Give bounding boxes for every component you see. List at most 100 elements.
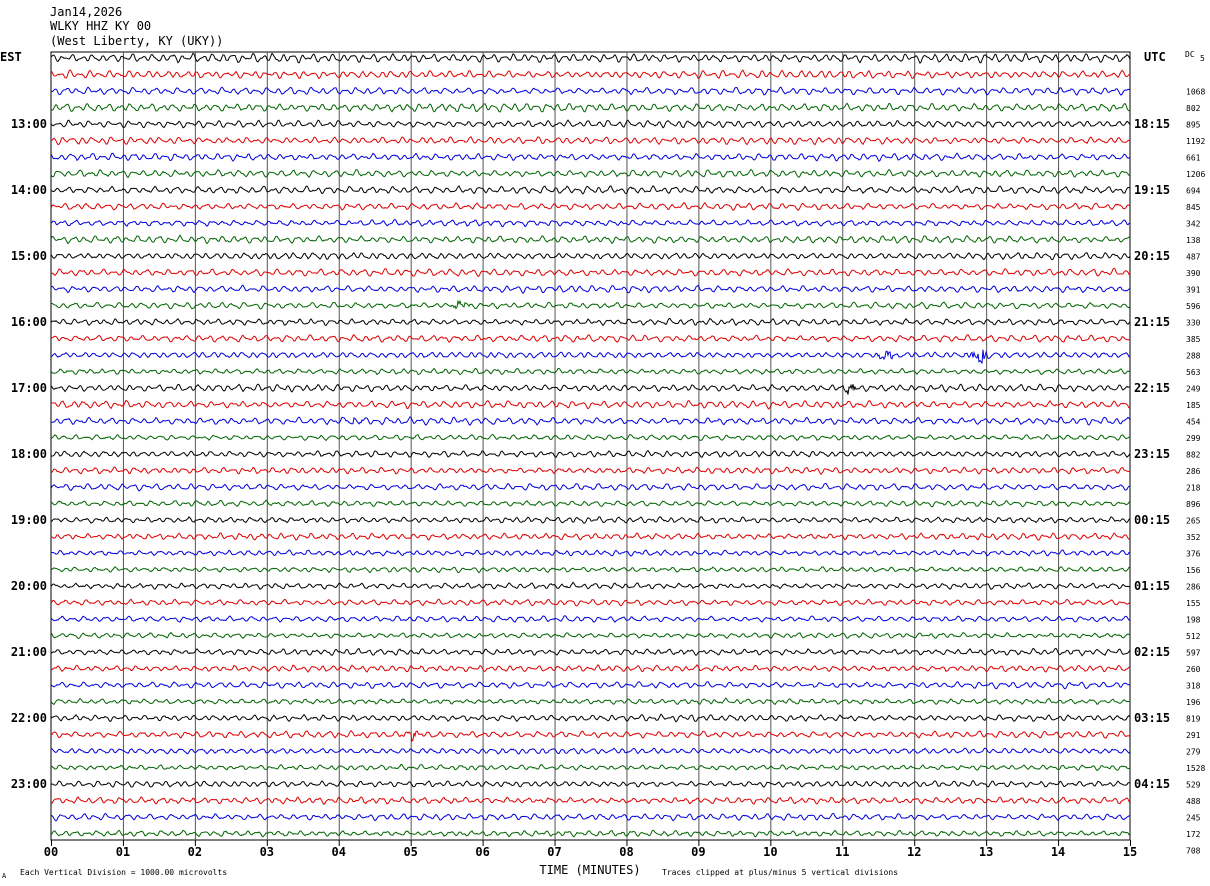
trace-row-8: [50, 185, 1131, 195]
dc-value: 1068: [1186, 88, 1205, 97]
trace-row-24: [50, 449, 1131, 459]
trace-row-46: [50, 812, 1131, 822]
dc-value: 279: [1186, 748, 1201, 757]
dc-value: 352: [1186, 533, 1201, 542]
trace-row-42: [50, 747, 1131, 755]
dc-value: 185: [1186, 401, 1201, 410]
trace-row-5: [50, 136, 1131, 146]
x-tick-label: 07: [547, 845, 561, 859]
corner-mark: A: [2, 872, 7, 880]
dc-value: 390: [1186, 269, 1201, 278]
trace-row-6: [50, 152, 1131, 163]
dc-value: 391: [1186, 286, 1201, 295]
trace-row-7: [50, 168, 1131, 179]
date-label: Jan14,2026: [50, 5, 123, 19]
trace-row-40: [50, 713, 1131, 723]
trace-row-45: [50, 796, 1131, 806]
dc-value: 1192: [1186, 137, 1205, 146]
right-hour-label: 02:15: [1134, 645, 1170, 659]
trace-row-4: [50, 119, 1131, 129]
dc-value: 802: [1186, 104, 1201, 113]
right-hour-label: 21:15: [1134, 315, 1170, 329]
dc-value: 488: [1186, 797, 1201, 806]
left-hour-label: 20:00: [11, 579, 47, 593]
trace-row-29: [50, 532, 1131, 541]
dc-value: 487: [1186, 253, 1201, 262]
dc-value: 245: [1186, 814, 1201, 823]
trace-row-47: [50, 829, 1131, 838]
dc-value: 845: [1186, 203, 1201, 212]
trace-row-43: [50, 763, 1131, 772]
dc-value: 597: [1186, 649, 1201, 658]
plot-frame: [50, 51, 1131, 841]
trace-row-39: [50, 697, 1131, 706]
station-label: WLKY HHZ KY 00: [50, 19, 152, 33]
trace-row-2: [50, 86, 1131, 96]
trace-row-0: [50, 52, 1131, 64]
dc-value: 330: [1186, 319, 1201, 328]
trace-row-19: [50, 367, 1131, 376]
x-tick-label: 10: [763, 845, 777, 859]
trace-row-17: [50, 333, 1131, 343]
trace-row-27: [50, 499, 1131, 508]
left-hour-label: 22:00: [11, 711, 47, 725]
left-hour-label: 14:00: [11, 183, 47, 197]
dc-value: 376: [1186, 550, 1201, 559]
trace-row-20: [50, 383, 1131, 395]
x-tick-label: 14: [1051, 845, 1065, 859]
x-tick-label: 03: [260, 845, 274, 859]
dc-value: 249: [1186, 385, 1201, 394]
dc-value: 288: [1186, 352, 1201, 361]
trace-row-23: [50, 433, 1131, 442]
trace-row-22: [50, 416, 1131, 426]
dc-value: 896: [1186, 500, 1201, 509]
trace-row-28: [50, 516, 1131, 524]
x-tick-label: 06: [475, 845, 489, 859]
location-label: (West Liberty, KY (UKY)): [50, 34, 224, 48]
trace-row-21: [50, 399, 1131, 410]
x-tick-label: 05: [403, 845, 417, 859]
left-hour-label: 21:00: [11, 645, 47, 659]
dc-value: 1206: [1186, 170, 1205, 179]
dc-value: 563: [1186, 368, 1201, 377]
right-hour-label: 23:15: [1134, 447, 1170, 461]
dc-value: 286: [1186, 583, 1201, 592]
dc-value: 299: [1186, 434, 1201, 443]
trace-row-10: [50, 218, 1131, 228]
trace-row-11: [50, 234, 1131, 245]
trace-row-26: [50, 482, 1131, 492]
trace-row-16: [50, 317, 1131, 327]
dc-value: 454: [1186, 418, 1201, 427]
dc-value: 265: [1186, 517, 1201, 526]
trace-row-31: [50, 565, 1131, 574]
trace-row-3: [50, 102, 1131, 113]
dc-column-header: DC: [1185, 50, 1195, 59]
left-hour-label: 15:00: [11, 249, 47, 263]
left-hour-label: 13:00: [11, 117, 47, 131]
dc-value: 155: [1186, 599, 1201, 608]
trace-row-34: [50, 615, 1131, 623]
trace-row-30: [50, 549, 1131, 557]
x-tick-label: 04: [332, 845, 346, 859]
trace-row-41: [50, 729, 1131, 743]
right-hour-label: 01:15: [1134, 579, 1170, 593]
trace-row-36: [50, 647, 1131, 657]
dc-value: 1528: [1186, 764, 1205, 773]
dc-value: 882: [1186, 451, 1201, 460]
right-hour-label: 19:15: [1134, 183, 1170, 197]
x-tick-label: 02: [188, 845, 202, 859]
left-hour-label: 18:00: [11, 447, 47, 461]
dc-value: 694: [1186, 187, 1201, 196]
right-timezone-label: UTC: [1144, 50, 1166, 64]
trace-row-35: [50, 631, 1131, 640]
scale-note: Each Vertical Division = 1000.00 microvo…: [20, 868, 227, 877]
right-hour-label: 20:15: [1134, 249, 1170, 263]
dc-value: 218: [1186, 484, 1201, 493]
dc-value: 385: [1186, 335, 1201, 344]
trace-row-44: [51, 779, 1131, 788]
x-tick-label: 08: [619, 845, 633, 859]
trace-row-12: [50, 251, 1131, 261]
dc-value: 342: [1186, 220, 1201, 229]
right-hour-label: 00:15: [1134, 513, 1170, 527]
